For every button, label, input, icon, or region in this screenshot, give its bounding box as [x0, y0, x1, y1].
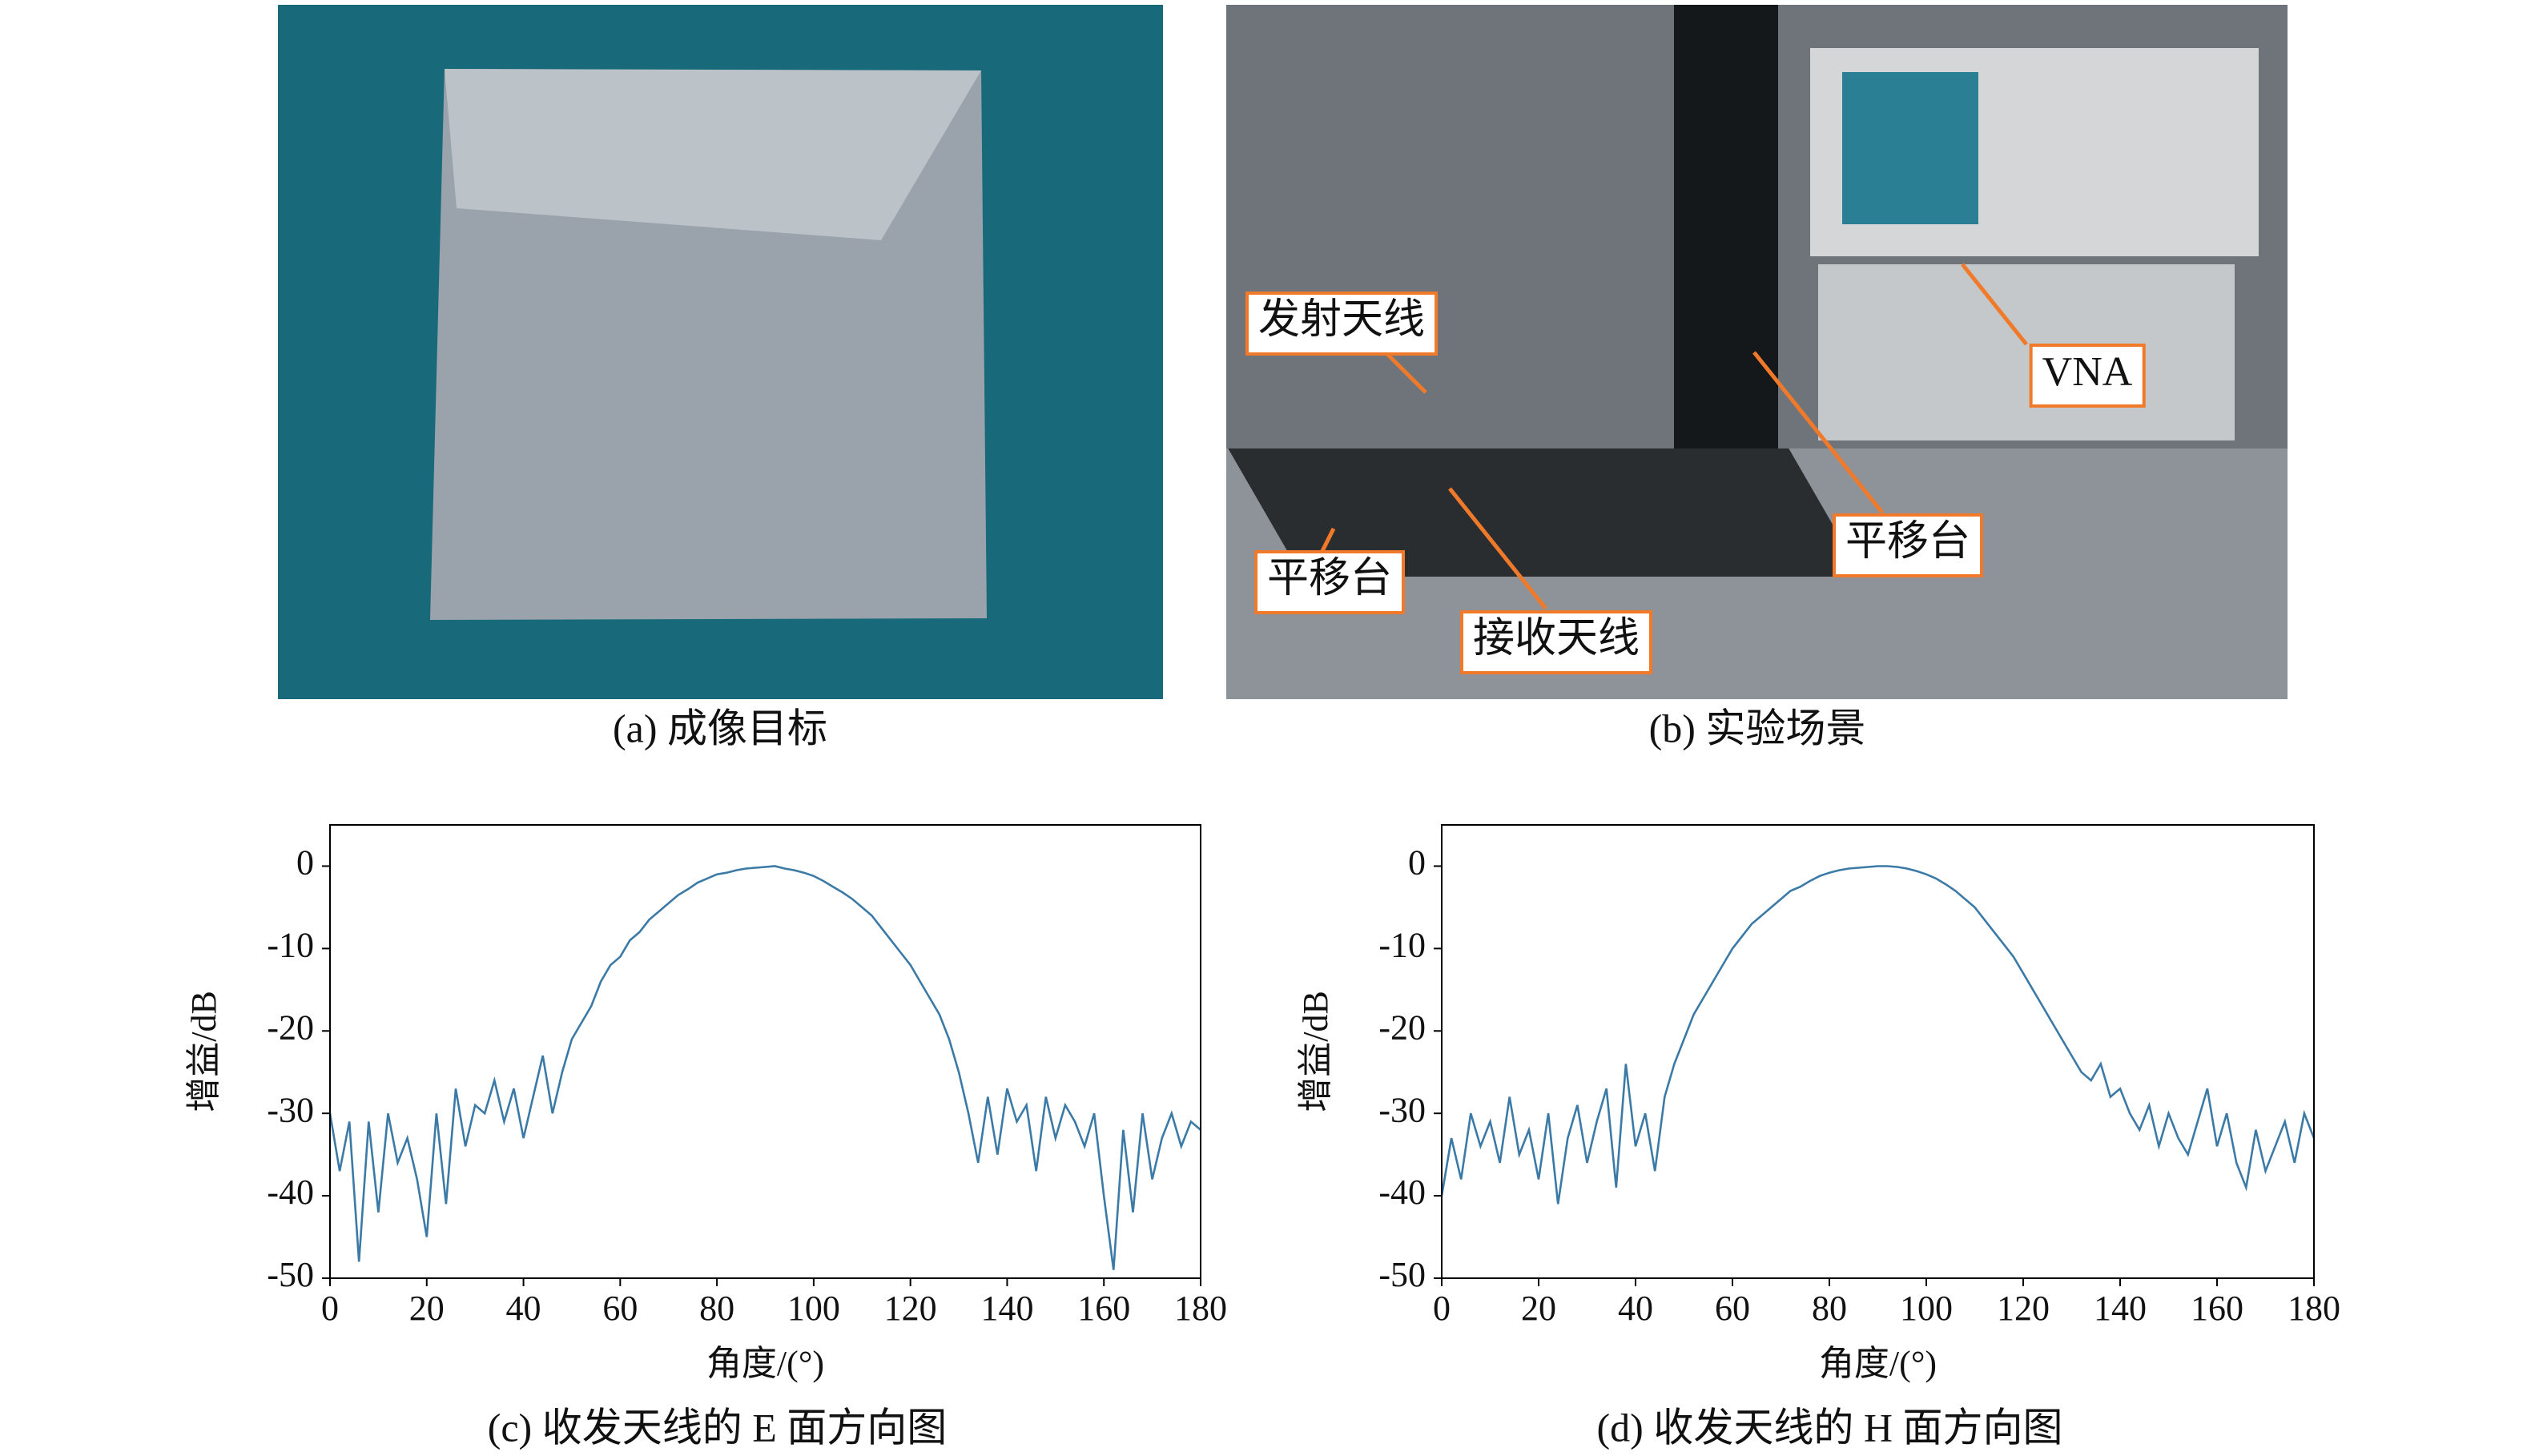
y-tick-label: -10 [1378, 925, 1426, 964]
x-tick-label: 100 [787, 1289, 840, 1328]
x-tick-label: 160 [1077, 1289, 1130, 1328]
charts: 0 20 40 60 80 100 120 140 160 180 0 -10 -20 -30 -40 -50… [184, 824, 2340, 1450]
x-tick-label: 120 [1997, 1289, 2050, 1328]
y-tick-label: -20 [1378, 1008, 1426, 1047]
x-tick-label: 0 [321, 1289, 339, 1328]
x-tick-label: 40 [506, 1289, 541, 1328]
x-tick-label: 0 [1433, 1289, 1451, 1328]
photo-label: 平移台 [1845, 519, 1970, 565]
y-tick-label: 0 [1408, 843, 1426, 883]
data-line [1440, 865, 2316, 1205]
photo-label: 接收天线 [1473, 616, 1640, 662]
x-tick-label: 180 [2288, 1289, 2340, 1328]
data-line [328, 865, 1201, 1270]
x-tick-label: 160 [2191, 1289, 2243, 1328]
x-tick-label: 100 [1900, 1289, 1953, 1328]
x-tick-label: 120 [884, 1289, 937, 1328]
label-box [1245, 292, 1439, 356]
y-tick-label: -20 [267, 1008, 314, 1047]
chart-caption: (c) 收发天线的 E 面方向图 [488, 1405, 948, 1450]
x-tick-label: 20 [409, 1289, 445, 1328]
photo-a [278, 5, 1163, 699]
y-axis-label: 增益/dB [184, 991, 223, 1112]
label-box [1253, 550, 1406, 614]
caption-a: (a) 成像目标 [613, 706, 827, 750]
label-box [1832, 513, 1984, 577]
x-tick-label: 40 [1618, 1289, 1653, 1328]
x-axis-label: 角度/(°) [706, 1344, 824, 1383]
x-tick-label: 20 [1521, 1289, 1556, 1328]
caption-b: (b) 实验场景 [1649, 706, 1866, 750]
x-tick-label: 140 [2094, 1289, 2147, 1328]
axes-frame [1441, 824, 2315, 1279]
x-tick-label: 180 [1174, 1289, 1227, 1328]
y-tick-label: -10 [267, 925, 314, 964]
y-tick-label: -50 [1378, 1255, 1426, 1294]
label-box [2029, 344, 2146, 408]
photo-label: VNA [2042, 349, 2133, 395]
axes-frame [329, 824, 1201, 1279]
x-tick-label: 140 [980, 1289, 1033, 1328]
y-tick-label: -50 [267, 1255, 314, 1294]
y-tick-label: -30 [267, 1090, 314, 1129]
y-tick-label: 0 [296, 843, 314, 883]
x-tick-label: 60 [1715, 1289, 1750, 1328]
x-tick-label: 60 [602, 1289, 638, 1328]
chart-caption: (d) 收发天线的 H 面方向图 [1597, 1405, 2063, 1450]
y-tick-label: -30 [1378, 1090, 1426, 1129]
x-axis-label: 角度/(°) [1819, 1344, 1937, 1383]
label-box [1459, 610, 1653, 674]
photo-label: 平移台 [1267, 556, 1392, 601]
y-axis-label: 增益/dB [1296, 991, 1335, 1112]
y-tick-label: -40 [1378, 1172, 1426, 1212]
y-tick-label: -40 [267, 1172, 314, 1212]
x-tick-label: 80 [1812, 1289, 1847, 1328]
x-tick-label: 80 [699, 1289, 734, 1328]
photo-label: 发射天线 [1258, 297, 1425, 343]
